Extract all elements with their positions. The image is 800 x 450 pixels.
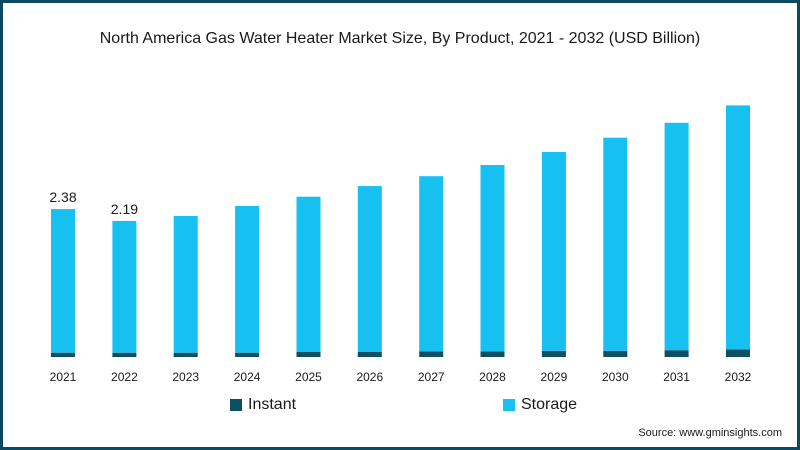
bar-storage-2028	[480, 165, 505, 352]
legend-swatch-storage	[503, 399, 515, 411]
x-tick-label-2028: 2028	[479, 370, 506, 384]
chart-title: North America Gas Water Heater Market Si…	[99, 30, 701, 47]
bar-instant-2022	[112, 352, 137, 357]
x-tick-label-2026: 2026	[356, 370, 383, 384]
bar-instant-2028	[480, 351, 505, 357]
legend-label-instant: Instant	[248, 396, 297, 413]
bar-instant-2026	[357, 352, 382, 357]
bar-storage-2031	[664, 122, 689, 351]
data-label-2022: 2.19	[111, 201, 138, 217]
x-tick-label-2030: 2030	[602, 370, 629, 384]
data-labels-group: 2.38 2.19	[49, 189, 138, 217]
bar-storage-2026	[357, 186, 382, 352]
data-label-2021: 2.38	[49, 189, 76, 205]
x-tick-label-2023: 2023	[172, 370, 199, 384]
legend-label-storage: Storage	[521, 396, 578, 413]
bar-instant-2030	[603, 350, 628, 357]
bar-storage-2022	[112, 220, 137, 353]
bar-instant-2032	[726, 349, 750, 357]
x-tick-label-2021: 2021	[50, 370, 77, 384]
bar-instant-2025	[296, 352, 321, 357]
x-tick-label-2029: 2029	[541, 370, 568, 384]
bar-storage-2032	[726, 105, 750, 350]
bar-storage-2029	[541, 152, 566, 351]
bar-instant-2027	[419, 351, 444, 357]
bar-storage-2023	[173, 216, 198, 353]
bar-instant-2023	[173, 352, 198, 357]
x-tick-label-2025: 2025	[295, 370, 322, 384]
x-tick-labels-group: 2021 2022 2023 2024 2025 2026 2027 2028 2029 2030…	[50, 370, 752, 384]
legend-swatch-instant	[230, 399, 242, 411]
legend-item-instant: Instant	[230, 395, 296, 415]
x-tick-label-2024: 2024	[234, 370, 261, 384]
bar-instant-2024	[235, 352, 260, 357]
bar-storage-2030	[603, 137, 628, 351]
bar-storage-2021	[51, 209, 75, 353]
bar-instant-2021	[51, 352, 75, 357]
bar-storage-2025	[296, 196, 321, 352]
x-tick-label-2032: 2032	[725, 370, 752, 384]
bar-instant-2031	[664, 350, 689, 357]
x-tick-label-2027: 2027	[418, 370, 445, 384]
bars-group	[51, 105, 750, 357]
source-note: Source: www.gminsights.com	[638, 427, 782, 439]
legend-item-storage: Storage	[503, 395, 577, 415]
x-tick-label-2022: 2022	[111, 370, 138, 384]
bar-storage-2024	[235, 206, 260, 353]
bar-storage-2027	[419, 176, 444, 352]
bar-instant-2029	[541, 350, 566, 357]
x-tick-label-2031: 2031	[663, 370, 690, 384]
